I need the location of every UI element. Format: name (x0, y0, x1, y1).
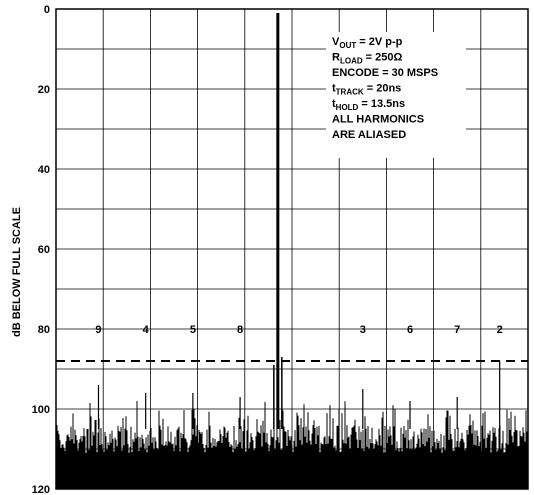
condition-line: ENCODE = 30 MSPS (332, 67, 438, 79)
plot-frame (55, 8, 529, 490)
harmonic-label: 7 (454, 324, 460, 336)
y-tick-label: 60 (38, 244, 50, 256)
harmonic-label: 6 (407, 324, 413, 336)
harmonic-label: 5 (190, 324, 196, 336)
y-tick-label: 120 (32, 484, 50, 495)
condition-line: tTRACK = 20ns (332, 83, 401, 97)
noise-floor-fill (56, 453, 528, 489)
condition-line: ALL HARMONICS (332, 114, 424, 126)
harmonic-labels: 9 4 5 8 3 6 7 2 (95, 324, 502, 336)
y-tick-label: 0 (44, 4, 50, 16)
condition-line: ARE ALIASED (332, 129, 406, 141)
harmonic-label: 8 (237, 324, 243, 336)
condition-line: tHOLD = 13.5ns (332, 98, 405, 112)
y-tick-label: 40 (38, 164, 50, 176)
y-tick-label: 100 (32, 404, 50, 416)
fundamental-peak (273, 13, 283, 429)
conditions-background (326, 32, 466, 158)
plot-border (55, 8, 529, 490)
spectrum-trace (56, 361, 528, 489)
harmonic-label: 4 (143, 324, 150, 336)
y-tick-label: 20 (38, 84, 50, 96)
y-tick-labels: 0 20 40 60 80 100 120 (32, 4, 50, 495)
y-tick-label: 80 (38, 324, 50, 336)
condition-line: RLOAD = 250Ω (332, 52, 403, 66)
y-axis-label: dB BELOW FULL SCALE (11, 207, 23, 337)
condition-line: VOUT = 2V p-p (332, 36, 403, 50)
harmonic-label: 2 (497, 324, 503, 336)
harmonic-label: 3 (360, 324, 366, 336)
harmonic-label: 9 (95, 324, 101, 336)
